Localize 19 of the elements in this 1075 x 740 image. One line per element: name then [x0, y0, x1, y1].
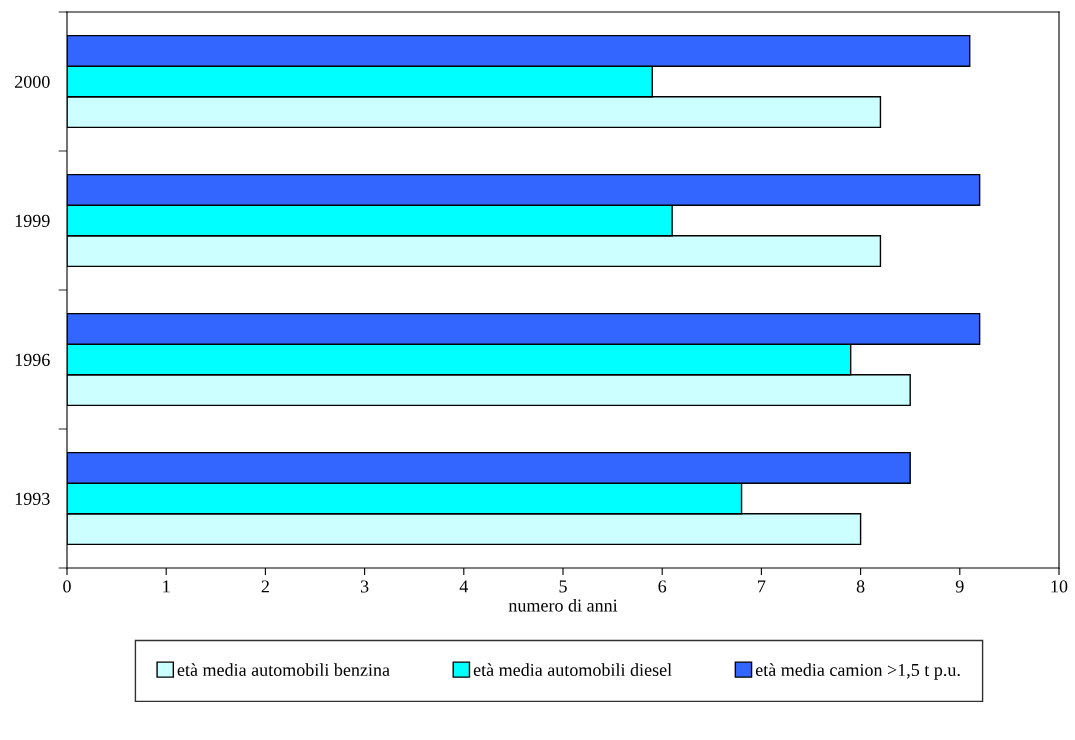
x-tick-label: 6: [658, 580, 667, 593]
y-tick-label: 2000: [15, 75, 50, 88]
x-tick-label: 5: [559, 580, 567, 593]
x-axis-title: numero di anni: [508, 598, 618, 612]
legend-label: età media automobili benzina: [177, 663, 390, 677]
x-tick-label: 1: [163, 580, 170, 593]
x-tick-label: 10: [1051, 580, 1068, 593]
x-tick-label: 0: [63, 580, 71, 593]
y-tick-label: 1996: [15, 353, 50, 366]
x-tick-label: 3: [360, 580, 369, 593]
y-tick-label: 1999: [15, 214, 50, 227]
x-tick-label: 7: [758, 580, 766, 593]
x-tick-label: 2: [261, 580, 269, 593]
x-tick-label: 8: [856, 580, 865, 593]
x-tick-label: 9: [955, 580, 964, 593]
y-tick-label: 1993: [15, 492, 50, 505]
legend-label: età media camion >1,5 t p.u.: [755, 663, 960, 680]
legend-label: età media automobili diesel: [473, 663, 672, 677]
x-tick-label: 4: [459, 580, 469, 593]
